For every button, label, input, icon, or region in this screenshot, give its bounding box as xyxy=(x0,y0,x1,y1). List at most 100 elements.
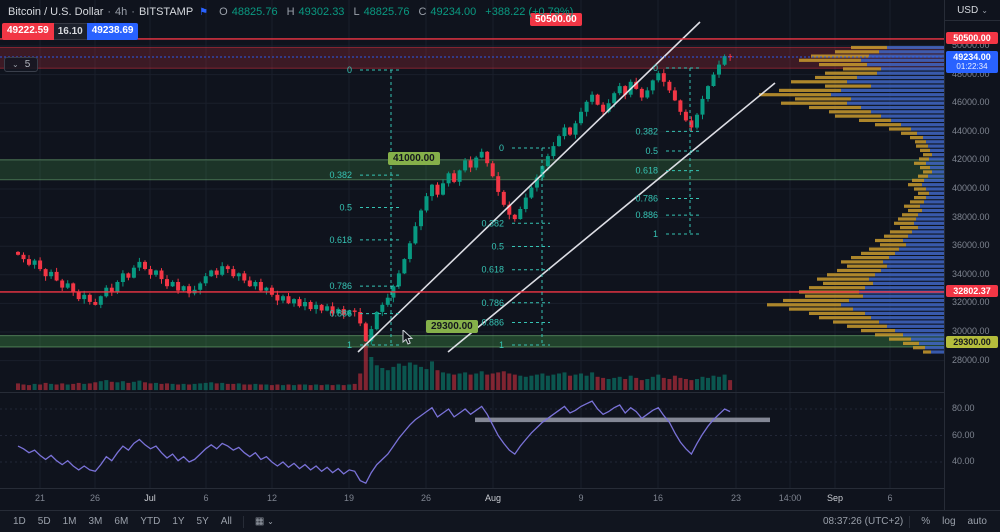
time-tick-label: 19 xyxy=(343,493,355,503)
open-value: 48825.76 xyxy=(231,6,278,18)
scale-button-%[interactable]: % xyxy=(921,516,931,527)
svg-text:0.5: 0.5 xyxy=(645,146,658,156)
range-button-3m[interactable]: 3M xyxy=(88,516,103,527)
price-axis[interactable]: USD ⌄ 50000.00 48000.00 46000.00 44000.00 42… xyxy=(944,0,1000,510)
gridlines xyxy=(0,0,945,488)
rsi-pane xyxy=(0,400,945,485)
candles[interactable] xyxy=(16,53,733,345)
toolbar-divider xyxy=(909,515,911,528)
currency-selector[interactable]: USD ⌄ xyxy=(945,0,1000,21)
close-value: 49234.00 xyxy=(430,6,477,18)
chevron-down-icon: ⌄ xyxy=(12,60,19,69)
buy-button[interactable]: 49238.69 xyxy=(86,23,139,40)
date-range-buttons: 1D 5D 1M 3M 6M YTD 1Y 5Y All xyxy=(8,515,237,528)
indicator-collapse-pill[interactable]: ⌄ 5 xyxy=(4,57,39,72)
price-tick-label: 32000.00 xyxy=(952,297,990,308)
price-tick-label: 50000.00 xyxy=(952,40,990,50)
range-button-1y[interactable]: 1Y xyxy=(172,516,185,527)
rsi-line xyxy=(17,400,731,485)
close-label: C xyxy=(418,6,427,18)
toolbar-divider xyxy=(242,515,244,528)
time-tick-label: 6 xyxy=(887,493,893,503)
supply-demand-zones[interactable] xyxy=(0,47,945,348)
price-tag[interactable]: 49234.00 01:22:34 xyxy=(946,50,998,73)
range-button-ytd[interactable]: YTD xyxy=(140,516,161,527)
svg-text:0: 0 xyxy=(499,143,504,153)
symbol-title[interactable]: Bitcoin / U.S. Dollar xyxy=(8,6,104,18)
range-button-6m[interactable]: 6M xyxy=(114,516,129,527)
scale-button-log[interactable]: log xyxy=(942,516,956,527)
clock[interactable]: 08:37:26 (UTC+2) xyxy=(822,516,904,527)
time-tick-label: 6 xyxy=(203,493,209,503)
range-button-5d[interactable]: 5D xyxy=(37,516,51,527)
bottom-toolbar: 1D 5D 1M 3M 6M YTD 1Y 5Y All ▦ ⌄ 08:37:26 (UTC+2… xyxy=(0,510,1000,532)
time-tick-label: 23 xyxy=(730,493,742,503)
price-tag[interactable]: 29300.00 xyxy=(946,335,998,348)
svg-text:0.5: 0.5 xyxy=(339,203,352,213)
rsi-band xyxy=(475,417,770,423)
spread-value: 16.10 xyxy=(53,23,87,40)
chevron-down-icon: ⌄ xyxy=(981,5,988,15)
exchange-label[interactable]: BITSTAMP xyxy=(138,6,194,18)
volume-profile xyxy=(759,45,945,354)
bid-ask-row: 49222.59 16.10 49238.69 xyxy=(2,23,139,40)
svg-text:0.886: 0.886 xyxy=(635,210,658,220)
interval-label[interactable]: 4h xyxy=(115,6,128,18)
scale-mode-buttons: % log auto xyxy=(916,515,992,528)
price-tick-label: 40000.00 xyxy=(952,183,990,193)
rsi-tick-label: 60.00 xyxy=(952,429,975,440)
trend-channel[interactable] xyxy=(357,21,776,353)
time-tick-label: 12 xyxy=(266,493,278,503)
range-button-1m[interactable]: 1M xyxy=(62,516,77,527)
svg-text:0.786: 0.786 xyxy=(635,194,658,204)
svg-text:0.786: 0.786 xyxy=(329,281,352,291)
price-tick-label: 28000.00 xyxy=(952,354,990,365)
main-chart[interactable]: 0 0.382 0.5 0.618 0.786 0.886 1 0 0.382 0.5 0.618 0… xyxy=(0,0,945,488)
sell-button[interactable]: 49222.59 xyxy=(2,23,54,40)
range-button-5y[interactable]: 5Y xyxy=(196,516,209,527)
go-to-date-button[interactable]: ▦ ⌄ xyxy=(250,515,279,528)
time-axis[interactable]: 21 26 Jul 6 12 19 26 Aug 9 16 23 14:00 Sep 6 xyxy=(0,488,1000,511)
price-tick-label: 38000.00 xyxy=(952,211,990,222)
legend-separator-2: · xyxy=(131,6,135,18)
high-value: 49302.33 xyxy=(298,6,345,18)
price-tick-label: 42000.00 xyxy=(952,154,990,165)
legend-separator: · xyxy=(107,6,112,18)
svg-text:0.382: 0.382 xyxy=(481,218,504,228)
svg-text:0.382: 0.382 xyxy=(635,126,658,136)
price-level-lines[interactable] xyxy=(0,38,945,293)
chevron-down-icon: ⌄ xyxy=(267,517,274,526)
price-tick-label: 48000.00 xyxy=(952,68,990,79)
time-tick-label: Jul xyxy=(144,493,156,503)
svg-text:1: 1 xyxy=(347,340,352,350)
price-tick-label: 36000.00 xyxy=(952,240,990,251)
price-tag[interactable]: 50500.00 xyxy=(946,32,998,45)
fib-retracements[interactable]: 0 0.382 0.5 0.618 0.786 0.886 1 0 0.382 0.5 0.618 0… xyxy=(329,63,702,350)
svg-text:0.886: 0.886 xyxy=(329,309,352,319)
flag-icon[interactable]: ⚑ xyxy=(199,6,209,18)
indicator-count: 5 xyxy=(24,59,31,70)
range-button-all[interactable]: All xyxy=(220,516,232,527)
time-tick-label: 16 xyxy=(652,493,664,503)
svg-text:0.382: 0.382 xyxy=(329,170,352,180)
price-tick-label: 34000.00 xyxy=(952,268,990,279)
bar-countdown: 01:22:34 xyxy=(956,61,988,71)
low-value: 48825.76 xyxy=(363,6,410,18)
range-button-1d[interactable]: 1D xyxy=(13,516,26,527)
scale-button-auto[interactable]: auto xyxy=(967,516,987,527)
svg-text:1: 1 xyxy=(653,229,658,239)
svg-text:0.618: 0.618 xyxy=(635,166,658,176)
rsi-tick-label: 40.00 xyxy=(952,456,975,466)
price-tick-label: 44000.00 xyxy=(952,125,990,136)
time-tick-label: 26 xyxy=(420,493,432,503)
svg-text:1: 1 xyxy=(499,340,504,350)
mouse-cursor xyxy=(402,330,414,345)
change-value: +388.22 (+0.79%) xyxy=(485,6,574,18)
rsi-tick-label: 80.00 xyxy=(952,403,975,413)
price-tag[interactable]: 32802.37 xyxy=(946,285,998,298)
svg-text:0.618: 0.618 xyxy=(329,235,352,245)
time-tick-label: 21 xyxy=(34,493,46,503)
svg-text:0.886: 0.886 xyxy=(481,318,504,328)
svg-text:0: 0 xyxy=(653,63,658,73)
